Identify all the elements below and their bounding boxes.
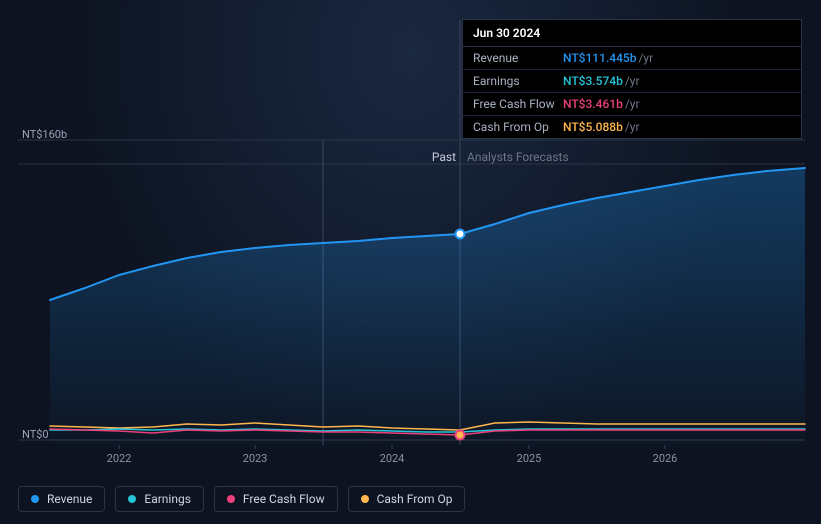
x-axis-tick-label: 2026 [653, 452, 678, 465]
tooltip-metric-unit: /yr [625, 74, 640, 88]
legend-label: Cash From Op [377, 492, 453, 506]
tooltip-row: Cash From OpNT$5.088b /yr [463, 116, 801, 138]
past-region-label: Past [432, 150, 456, 164]
tooltip-metric-unit: /yr [625, 120, 640, 134]
legend-label: Earnings [144, 492, 191, 506]
tooltip-metric-label: Cash From Op [473, 120, 563, 134]
tooltip-row: Free Cash FlowNT$3.461b /yr [463, 93, 801, 116]
legend-color-dot [31, 495, 39, 503]
tooltip-metric-label: Earnings [473, 74, 563, 88]
x-axis-tick-label: 2024 [380, 452, 405, 465]
tooltip-metric-value: NT$3.461b [563, 97, 623, 111]
legend-color-dot [361, 495, 369, 503]
x-axis-tick-label: 2025 [517, 452, 542, 465]
legend-label: Free Cash Flow [243, 492, 325, 506]
legend-color-dot [227, 495, 235, 503]
legend-item[interactable]: Earnings [115, 486, 204, 512]
forecast-region-label: Analysts Forecasts [467, 150, 569, 164]
hover-tooltip: Jun 30 2024 RevenueNT$111.445b /yrEarnin… [462, 19, 802, 139]
y-axis-tick-label: NT$0 [22, 428, 49, 441]
x-axis-tick-label: 2023 [243, 452, 268, 465]
legend-item[interactable]: Free Cash Flow [214, 486, 338, 512]
legend-item[interactable]: Cash From Op [348, 486, 466, 512]
tooltip-metric-value: NT$5.088b [563, 120, 623, 134]
tooltip-metric-unit: /yr [638, 51, 653, 65]
chart-legend: Revenue Earnings Free Cash Flow Cash From O… [18, 486, 465, 512]
tooltip-metric-label: Revenue [473, 51, 563, 65]
tooltip-row: RevenueNT$111.445b /yr [463, 47, 801, 70]
x-axis-tick-label: 2022 [107, 452, 132, 465]
tooltip-metric-label: Free Cash Flow [473, 97, 563, 111]
legend-color-dot [128, 495, 136, 503]
tooltip-date: Jun 30 2024 [463, 20, 801, 47]
tooltip-metric-unit: /yr [625, 97, 640, 111]
y-axis-tick-label: NT$160b [22, 128, 67, 141]
tooltip-row: EarningsNT$3.574b /yr [463, 70, 801, 93]
tooltip-metric-value: NT$3.574b [563, 74, 623, 88]
financial-chart: NT$160b NT$0 Past Analysts Forecasts 2022… [0, 0, 821, 524]
legend-label: Revenue [47, 492, 92, 506]
tooltip-metric-value: NT$111.445b [563, 51, 636, 65]
legend-item[interactable]: Revenue [18, 486, 105, 512]
